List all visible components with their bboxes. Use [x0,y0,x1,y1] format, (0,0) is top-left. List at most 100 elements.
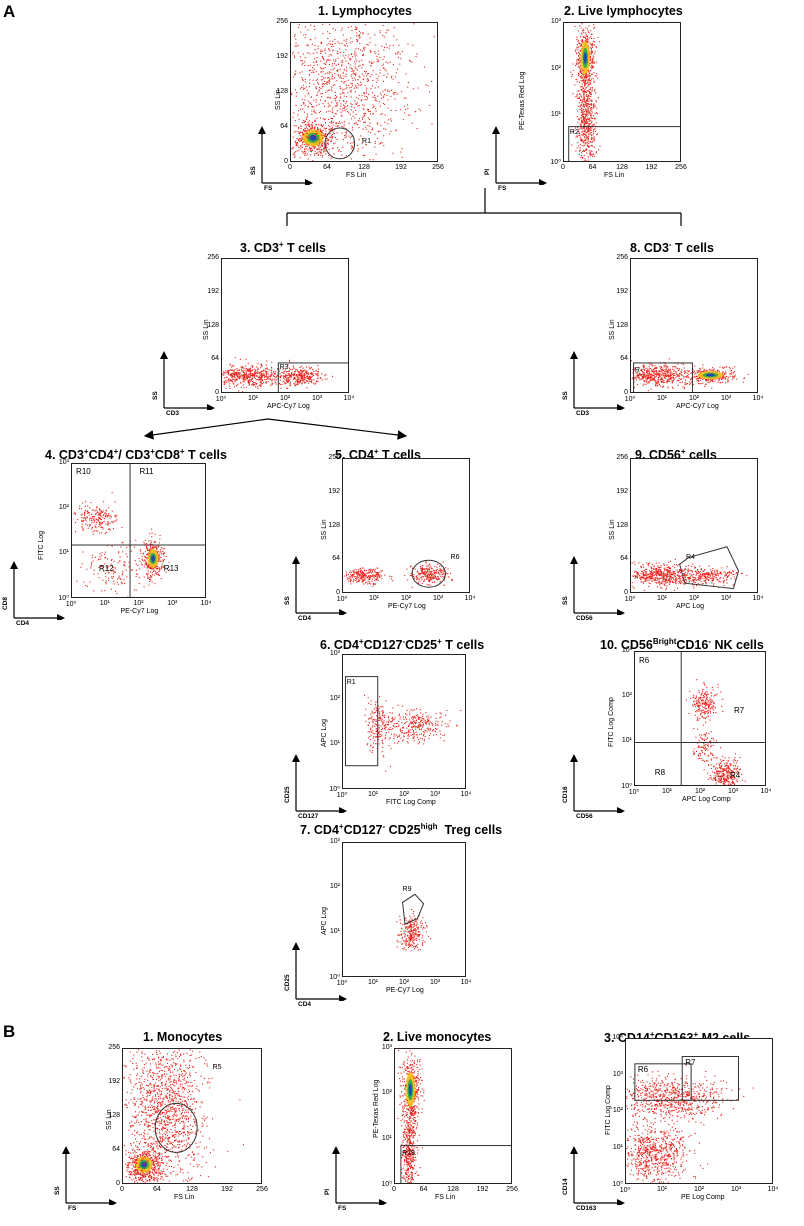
plot-a10-xtick: 10¹ [661,788,673,795]
plot-a10-ytick: 10¹ [621,737,632,744]
plot-b3-gate-label: R6 [637,1065,649,1075]
plot-b2-xtick: 64 [419,1186,428,1193]
plot-b1-xtick: 128 [186,1186,198,1193]
plot-a9-gate-label: R4 [686,553,695,561]
plot-a1-xtick: 0 [288,164,292,171]
plot-a10-gate-label: R7 [734,706,745,715]
plot-b1-scatter [123,1049,244,1183]
plot-a8-xtick: 10⁰ [624,396,636,403]
plot-a4-gate-label: R10 [76,466,91,476]
plot-a7-xtick: 10² [398,979,410,986]
plot-a4-gate-label: R12 [99,563,114,573]
plot-b1-ylabel: SS Lin [106,1109,113,1130]
plot-a3-scatter [222,357,348,392]
plot-a2-xtick: 192 [645,164,658,171]
plot-a8-mini-ylabel: SS [562,391,569,400]
plot-b2-title: 2. Live monocytes [383,1030,492,1044]
plot-a1-ytick: 128 [276,88,288,95]
plot-a4-xtick: 10² [133,600,144,607]
plot-a4-xtick: 10³ [167,600,178,607]
plot-b1-mini-xlabel: FS [68,1205,77,1212]
plot-a2-ytick: 10³ [550,18,561,25]
plot-a9-gate [679,546,740,590]
plot-b3-mini-axes [570,1146,625,1205]
plot-a1-title: 1. Lymphocytes [318,4,413,18]
plot-a9-ytick: 128 [616,521,628,529]
plot-b1-mini-ylabel: SS [54,1186,61,1195]
plot-a5-xtick: 10⁴ [464,595,476,602]
plot-a1-xtick: 64 [323,164,331,171]
plot-a2-ytick: 10⁰ [550,159,561,166]
plot-a1-ytick: 64 [280,123,288,130]
plot-b3-ytick: 10⁰ [612,1181,623,1188]
plot-a7-title: 7. CD4+CD127- CD25high Treg cells [300,822,503,838]
plot-a10-gate-label: R8 [654,768,666,778]
plot-a4-mini-xlabel: CD4 [16,620,30,627]
plot-a4-mini-ylabel: CD8 [2,596,9,610]
plot-a3-area: R3 [221,258,349,393]
arrow-to-plot-4 [143,418,269,440]
plot-a9-scatter [631,546,748,591]
plot-a7-mini-ylabel: CD25 [284,974,291,991]
plot-a5-mini-ylabel: SS [284,596,291,605]
arrow-to-plot-5 [267,418,408,440]
plot-a4-xtick: 10⁰ [65,601,77,608]
plot-a1-area: R1 [290,22,438,162]
plot-a9-ytick: 0 [624,589,628,596]
plot-a7-ytick: 10⁰ [329,974,340,981]
plot-a2-area: R2 [563,22,681,162]
plot-a3-gate [277,362,348,392]
plot-a9-xtick: 10⁰ [624,596,636,603]
plot-a3-xtick: 10¹ [247,395,259,402]
plot-a2-gate-label: R2 [569,129,579,137]
plot-a3-xtick: 10⁰ [215,396,227,403]
plot-a2-ytick: 10¹ [550,111,561,119]
plot-a6-ytick: 10³ [329,650,340,657]
plot-b2-xtick: 192 [476,1186,489,1193]
plot-b3-scatter [626,1056,754,1183]
plot-a9-xtick: 10⁴ [752,595,764,602]
plot-b3-xtick: 10⁴ [767,1186,779,1193]
plot-a1-mini-ylabel: SS [250,166,257,175]
plot-a3-mini-axes [160,351,215,410]
plot-b3-ytick: 10⁴ [612,1034,623,1041]
plot-a2-title: 2. Live lymphocytes [564,4,683,18]
plot-a7-xtick: 10³ [429,979,441,986]
plot-b3-mini-xlabel: CD163 [576,1205,597,1212]
plot-a1-ytick: 192 [276,53,288,60]
plot-b1-xtick: 0 [120,1186,124,1193]
plot-a10-mini-ylabel: CD16 [562,786,569,803]
plot-b3-area: R6 R7 [625,1038,773,1184]
plot-b2-ylabel: PE-Texas Red Log [373,1079,380,1138]
plot-a9-xtick: 10² [688,595,700,602]
plot-a6-scatter [344,676,462,772]
plot-a6-ytick: 10⁰ [329,786,340,793]
plot-a1-scatter [291,23,435,161]
plot-b2-ytick: 10¹ [381,1134,392,1142]
plot-a8-title: 8. CD3- T cells [630,240,714,256]
plot-a1-gate-label: R1 [362,137,371,145]
plot-a5-xtick: 10³ [432,595,444,602]
plot-b1-ytick: 64 [112,1146,120,1153]
plot-a10-mini-xlabel: CD56 [576,813,593,820]
plot-b3-xtick: 10⁰ [619,1187,631,1194]
plot-a3-title: 3. CD3+ T cells [240,240,326,256]
plot-a4-gate-label: R13 [163,563,179,573]
plot-b1-title: 1. Monocytes [143,1030,223,1044]
plot-a8-gate-label: R [634,367,640,374]
plot-a7-scatter [396,893,432,952]
plot-a1-xlabel: FS Lin [346,172,367,179]
plot-b1-xtick: 64 [153,1186,161,1193]
plot-a8-ytick: 192 [616,287,628,295]
plot-a10-ytick: 10⁰ [621,783,632,790]
plot-a10-ylabel: FITC Log Comp [608,697,615,747]
plot-a5-mini-xlabel: CD4 [298,615,312,622]
plot-a5-ytick: 128 [328,521,340,529]
plot-b2-gate-label: R19 [402,1149,415,1157]
plot-a2-xtick: 0 [561,164,565,171]
plot-a5-xtick: 10¹ [368,595,380,602]
plot-a2-mini-xlabel: FS [498,185,507,192]
plot-a1-xtick: 128 [358,164,370,171]
plot-a9-ytick: 256 [616,454,628,461]
